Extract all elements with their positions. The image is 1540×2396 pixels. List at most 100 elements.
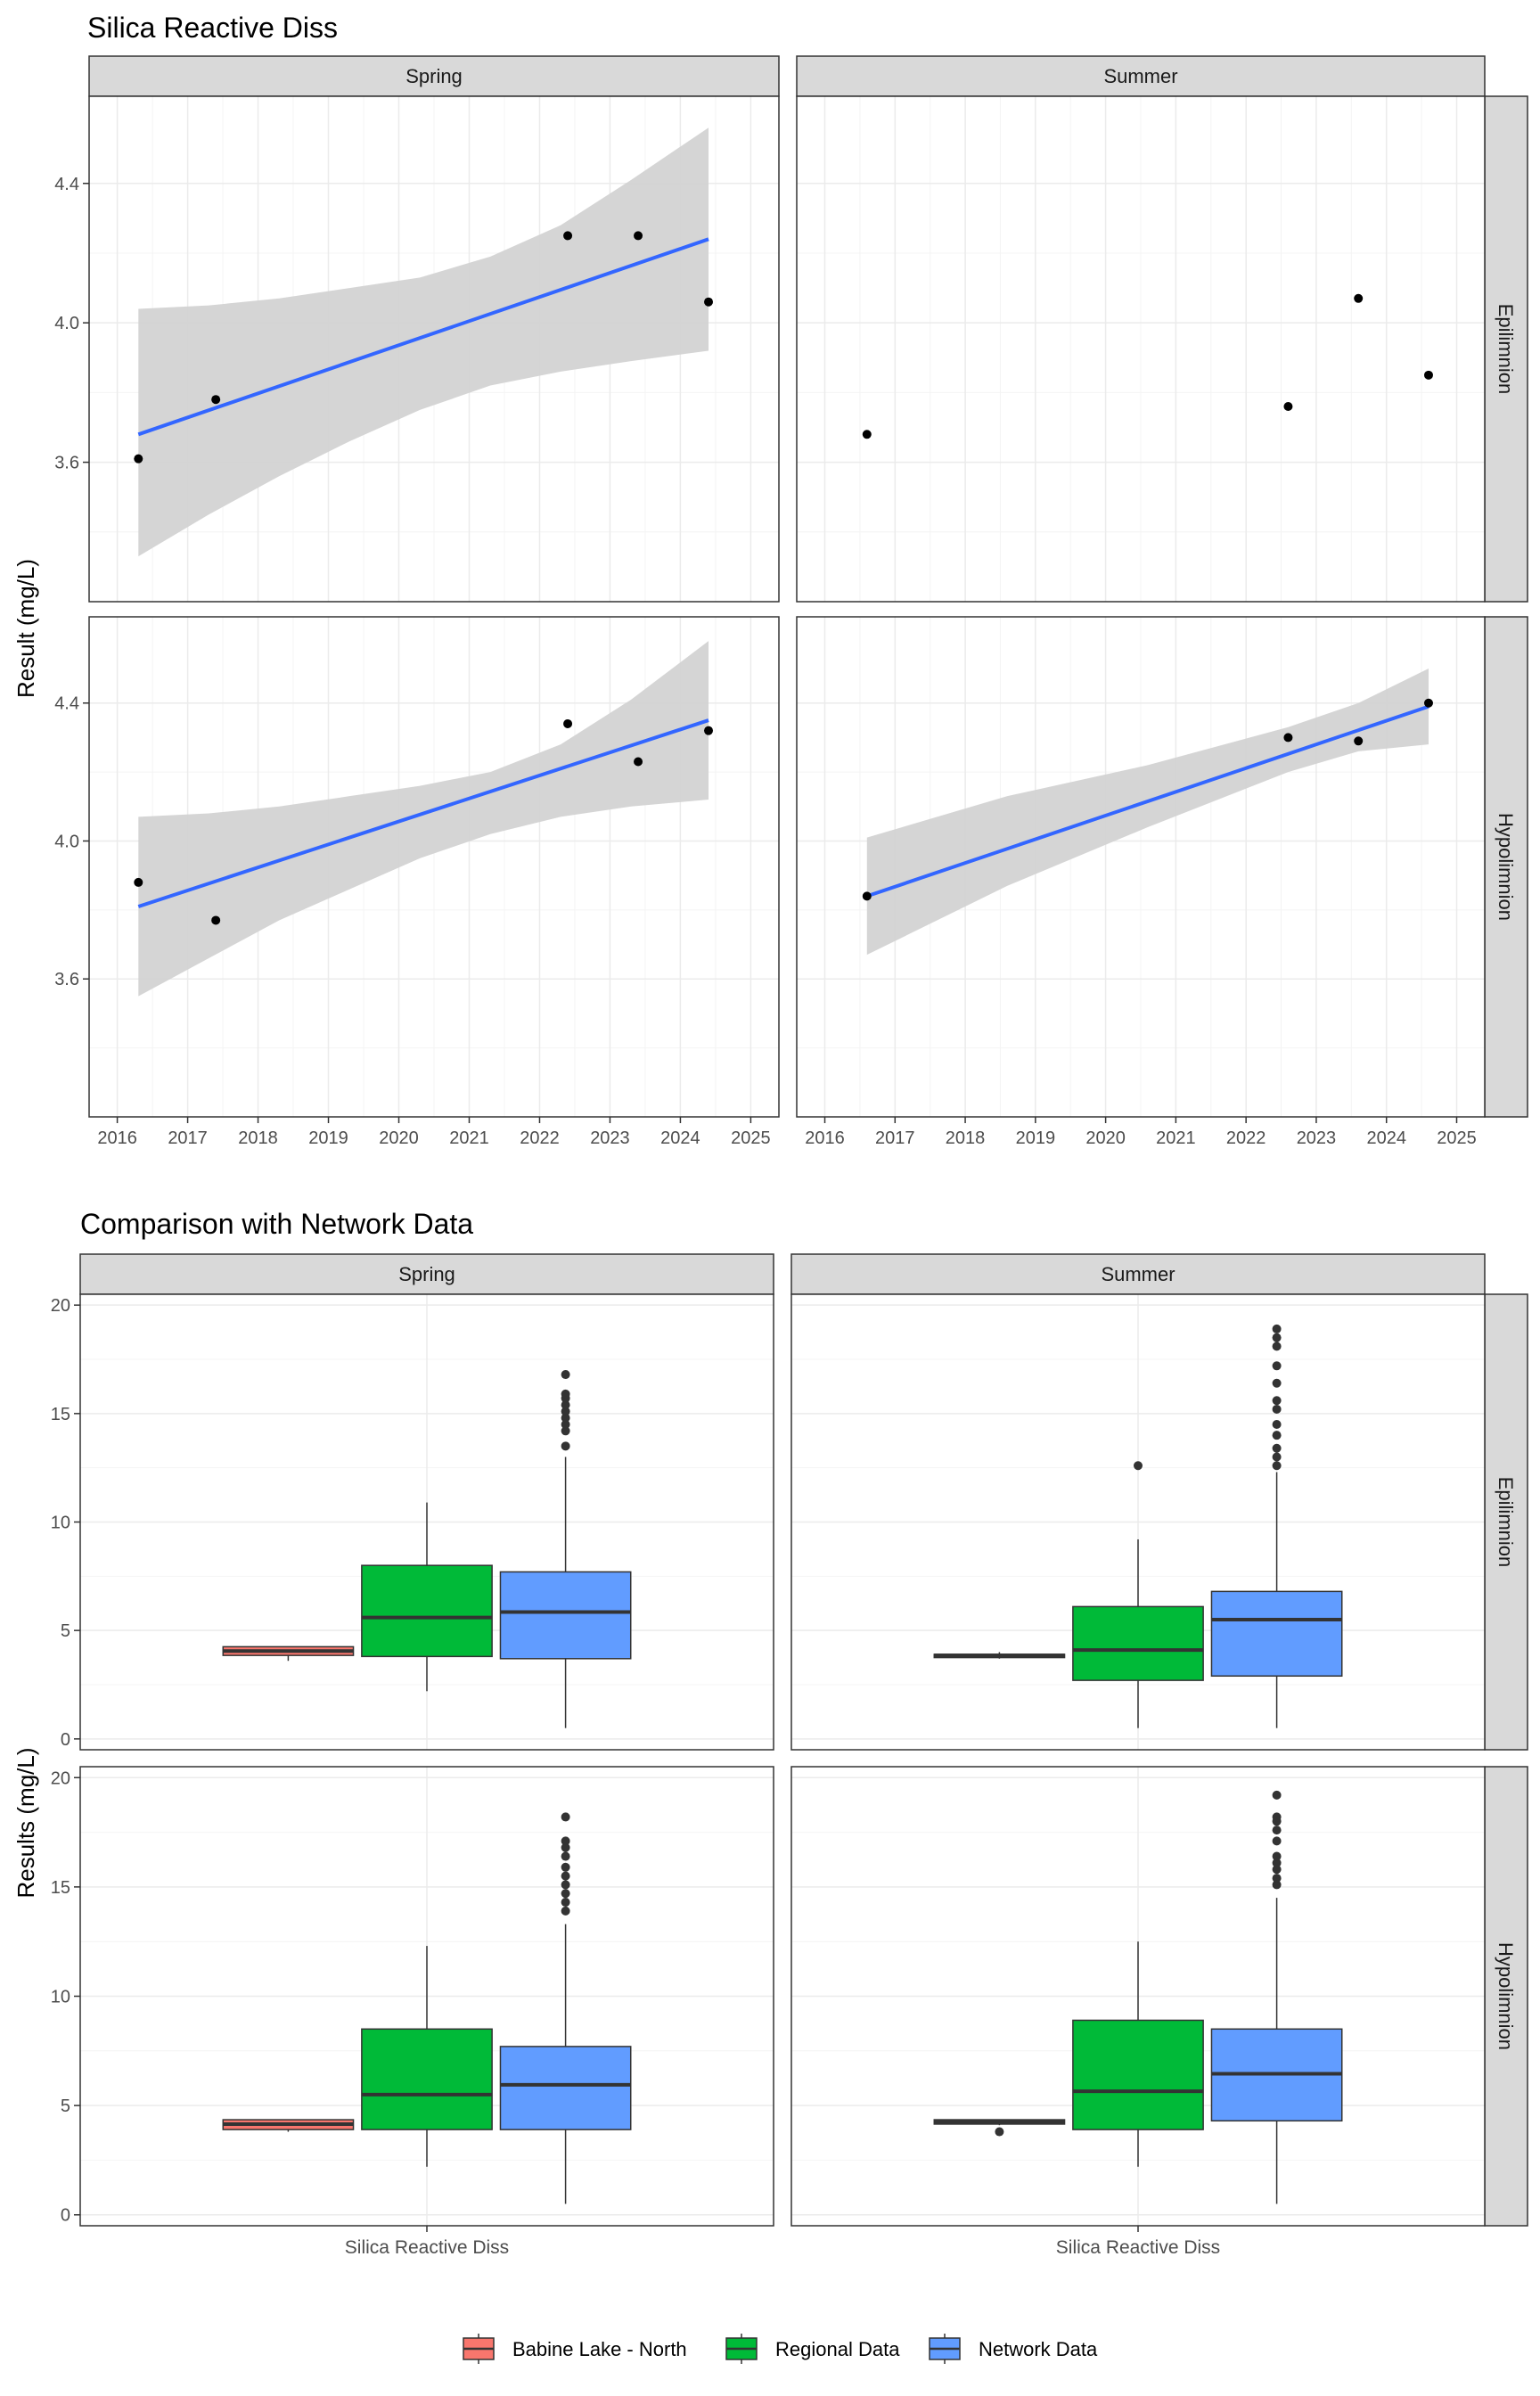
y-tick-label: 10 xyxy=(51,1988,70,2007)
data-point xyxy=(1423,698,1433,708)
outlier-point xyxy=(1134,1461,1143,1471)
box-regional-data xyxy=(361,1502,493,1692)
outlier-point xyxy=(1272,1790,1282,1800)
x-tick-label: Silica Reactive Diss xyxy=(345,2237,509,2258)
y-tick-label: 4.0 xyxy=(54,314,79,333)
x-tick-label: 2023 xyxy=(1297,1128,1337,1148)
x-tick-label: 2018 xyxy=(946,1128,986,1148)
outlier-point xyxy=(1272,1378,1282,1388)
facet-strip xyxy=(1484,616,1528,1118)
box-babine-lake-north xyxy=(933,2119,1066,2137)
data-point xyxy=(1283,733,1293,743)
box-network-data xyxy=(499,1370,632,1728)
facet-label: Epilimnion xyxy=(1495,304,1517,395)
y-tick-label: 15 xyxy=(51,1878,70,1898)
outlier-point xyxy=(1272,1333,1282,1342)
outlier-point xyxy=(1272,1420,1282,1429)
outlier-point xyxy=(561,1906,570,1916)
facet-label: Hypolimnion xyxy=(1495,1942,1517,2050)
trend-line xyxy=(137,718,709,908)
outlier-point xyxy=(561,1871,570,1881)
legend: Babine Lake - North Regional Data Network … xyxy=(463,2334,1098,2364)
facet-strip xyxy=(790,1253,1486,1295)
panel-summer-hypolimnion: 2016 2017 2018 2019 2020 2021 2022 2023 2024 2025 xyxy=(796,616,1486,1148)
x-tick-label: 2022 xyxy=(520,1128,560,1148)
panel-border xyxy=(88,616,780,1118)
y-tick-label: 4.4 xyxy=(54,694,79,714)
box-body xyxy=(361,1564,493,1658)
outlier-point xyxy=(561,1441,570,1451)
panel-summer-epilimnion xyxy=(790,1293,1486,1751)
outlier-point xyxy=(995,2127,1004,2137)
data-point xyxy=(862,891,872,901)
boxplot-chart: Comparison with Network Data Results (mg/… xyxy=(12,1208,1528,2364)
outlier-point xyxy=(561,1898,570,1908)
data-point xyxy=(634,757,643,767)
box-regional-data xyxy=(1072,1941,1204,2167)
outlier-point xyxy=(561,1400,570,1410)
outlier-point xyxy=(1272,1851,1282,1861)
box-babine-lake-north xyxy=(933,1652,1066,1659)
facet-label: Summer xyxy=(1101,1263,1175,1285)
facet-strip xyxy=(796,55,1486,97)
outlier-point xyxy=(561,1851,570,1861)
data-point xyxy=(704,726,714,735)
data-point xyxy=(634,231,643,241)
x-tick-label: Silica Reactive Diss xyxy=(1056,2237,1220,2258)
facet-label: Hypolimnion xyxy=(1495,813,1517,921)
x-tick-label: 2017 xyxy=(168,1128,208,1148)
y-axis-label: Result (mg/L) xyxy=(12,559,39,698)
outlier-point xyxy=(561,1370,570,1380)
trend-line xyxy=(866,704,1429,898)
facet-strip xyxy=(1484,1293,1528,1751)
facet-label: Epilimnion xyxy=(1495,1477,1517,1568)
x-tick-label: 2016 xyxy=(805,1128,845,1148)
legend-item: Network Data xyxy=(929,2334,1098,2364)
outlier-point xyxy=(1272,1880,1282,1890)
outlier-point xyxy=(1272,1396,1282,1406)
box-body xyxy=(1072,1605,1204,1681)
data-point xyxy=(211,915,221,925)
box-regional-data xyxy=(1072,1461,1204,1728)
legend-item: Babine Lake - North xyxy=(463,2334,687,2364)
panel-summer-hypolimnion: Silica Reactive Diss xyxy=(790,1766,1486,2258)
outlier-point xyxy=(561,1812,570,1822)
y-tick-label: 20 xyxy=(51,1296,70,1316)
outlier-point xyxy=(561,1407,570,1416)
x-tick-label: 2024 xyxy=(660,1128,700,1148)
x-tick-label: 2016 xyxy=(97,1128,137,1148)
outlier-point xyxy=(561,1426,570,1436)
outlier-point xyxy=(561,1880,570,1890)
x-tick-label: 2022 xyxy=(1226,1128,1266,1148)
trend-line xyxy=(137,237,709,437)
outlier-point xyxy=(1272,1812,1282,1822)
outlier-point xyxy=(1272,1461,1282,1471)
facet-strip xyxy=(1484,1766,1528,2227)
facet-strip xyxy=(79,1253,774,1295)
data-point xyxy=(1423,370,1433,380)
box-regional-data xyxy=(361,1946,493,2167)
y-tick-label: 5 xyxy=(61,2096,70,2116)
outlier-point xyxy=(1272,1361,1282,1371)
x-tick-label: 2020 xyxy=(1085,1128,1126,1148)
facet-label: Spring xyxy=(398,1263,455,1285)
x-tick-label: 2024 xyxy=(1366,1128,1406,1148)
outlier-point xyxy=(1272,1342,1282,1351)
outlier-point xyxy=(561,1420,570,1429)
panel-border xyxy=(796,95,1486,603)
x-tick-label: 2019 xyxy=(1016,1128,1056,1148)
facet-label: Summer xyxy=(1103,65,1177,87)
panel-border xyxy=(790,1293,1486,1751)
panel-spring-hypolimnion: 3.6 4.0 4.4 2016 2017 2018 2019 2020 2021 2022 202… xyxy=(54,616,780,1148)
y-tick-label: 0 xyxy=(61,2206,70,2226)
outlier-point xyxy=(561,1842,570,1852)
outlier-point xyxy=(561,1889,570,1899)
data-point xyxy=(211,395,221,405)
legend-item: Regional Data xyxy=(725,2334,900,2364)
outlier-point xyxy=(561,1862,570,1872)
x-tick-label: 2025 xyxy=(1437,1128,1477,1148)
data-point xyxy=(1354,736,1364,746)
data-point xyxy=(563,718,573,728)
x-tick-label: 2021 xyxy=(1156,1128,1196,1148)
